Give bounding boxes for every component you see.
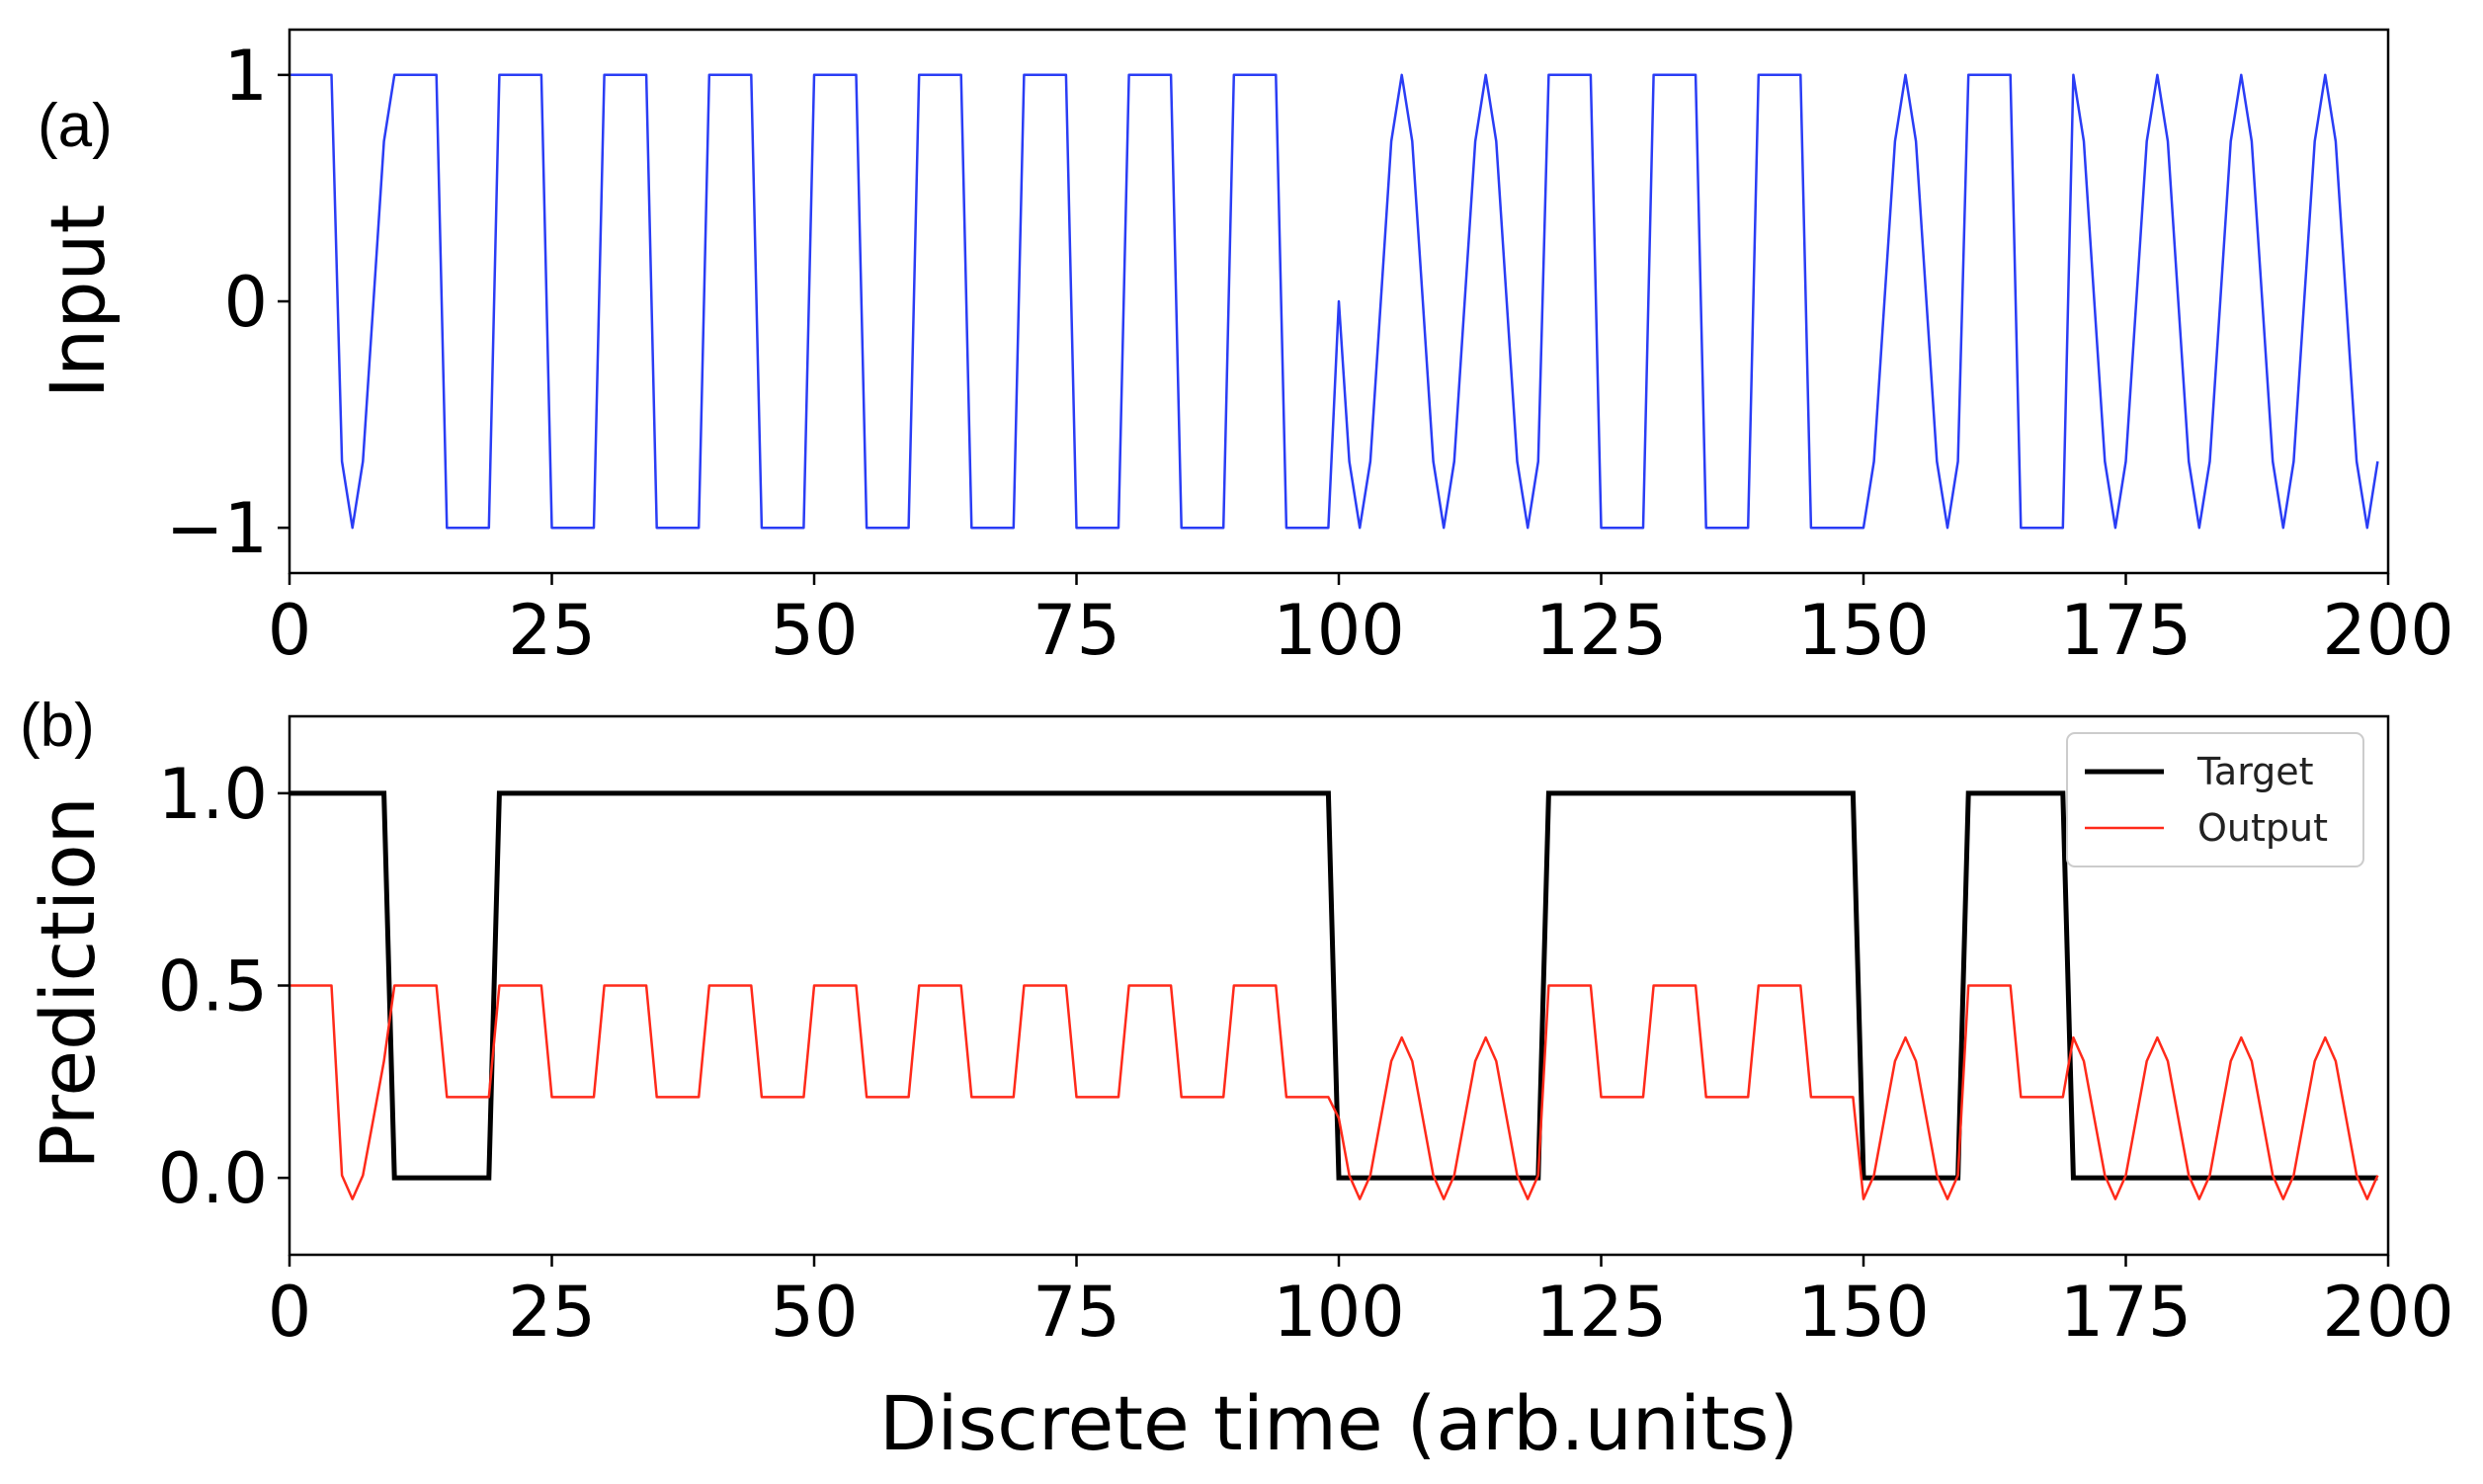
panel-b-yticks: 0.0 0.5 1.0 [158,754,290,1219]
panel-b-ylabel: Prediction [24,796,112,1170]
panel-a-xtick-label: 0 [268,590,312,671]
target-series-line [290,790,2378,1181]
panel-a-xticks: 0 25 50 75 100 125 150 175 200 [268,573,2454,671]
panel-b-xtick-label: 125 [1535,1272,1668,1353]
panel-b-xtick-label: 75 [1033,1272,1120,1353]
legend-target-label: Target [2196,750,2314,793]
panel-b-ytick-label: 0.5 [158,947,268,1028]
legend-output-label: Output [2197,806,2328,850]
panel-a-xtick-label: 50 [770,590,858,671]
panel-a-xtick-label: 100 [1273,590,1405,671]
panel-b-xtick-label: 50 [770,1272,858,1353]
panel-b-label: (b) [20,692,95,760]
panel-a-xtick-label: 125 [1535,590,1668,671]
panel-b-xlabel: Discrete time (arb.units) [879,1379,1798,1467]
panel-b-ytick-label: 1.0 [158,754,268,835]
output-series-line [290,984,2379,1200]
panel-a-axes-frame [288,28,2390,575]
panel-a: (a) Input −101 0 25 50 75 100 125 150 175 200 [34,28,2454,671]
panel-b-xtick-label: 25 [508,1272,596,1353]
input-series-line [290,73,2379,530]
panel-b-ytick-label: 0.0 [158,1138,268,1219]
panel-a-ytick-label: 1 [223,36,268,117]
legend: Target Output [2066,732,2364,867]
legend-box [2066,732,2364,867]
panel-b-xtick-label: 200 [2322,1272,2454,1353]
panel-b-xtick-label: 150 [1797,1272,1930,1353]
panel-a-xtick-label: 175 [2060,590,2193,671]
panel-a-ytick-label: 0 [223,262,268,343]
panel-a-label: (a) [38,92,113,160]
panel-b-xtick-label: 0 [268,1272,312,1353]
panel-a-ylabel: Input [34,205,122,399]
panel-a-xtick-label: 150 [1797,590,1930,671]
panel-b-xtick-label: 175 [2060,1272,2193,1353]
panel-a-xtick-label: 200 [2322,590,2454,671]
panel-a-xtick-label: 75 [1033,590,1120,671]
panel-b: (b) Prediction 0.0 0.5 1.0 0 25 50 75 100 125 15… [20,692,2454,1467]
panel-b-xticks: 0 25 50 75 100 125 150 175 200 [268,1255,2454,1353]
panel-a-yticks: −1 0 1 [166,36,290,569]
panel-b-xtick-label: 100 [1273,1272,1405,1353]
panel-a-ytick-label: −1 [166,488,268,569]
panel-a-xtick-label: 25 [508,590,596,671]
panel-b-axes-frame [288,714,2390,1257]
